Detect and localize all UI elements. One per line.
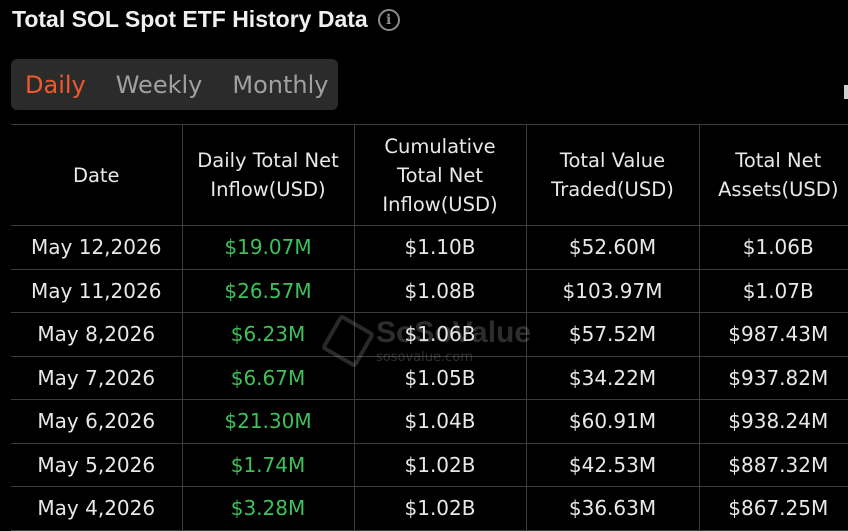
cell-value-traded: $103.97M	[526, 269, 700, 313]
column-header-value-traded[interactable]: Total Value Traded(USD)	[526, 124, 700, 226]
cell-date: May 5,2026	[11, 443, 183, 487]
cell-daily-inflow: $6.67M	[182, 356, 355, 400]
cell-date: May 7,2026	[11, 356, 183, 400]
column-header-net-assets[interactable]: Total Net Assets(USD)	[699, 124, 848, 226]
column-header-date[interactable]: Date	[11, 124, 183, 226]
cell-date: May 12,2026	[11, 225, 183, 270]
cell-daily-inflow: $21.30M	[182, 399, 355, 444]
column-header-cumulative-inflow[interactable]: Cumulative Total Net Inflow(USD)	[354, 124, 527, 226]
cell-net-assets: $938.24M	[699, 399, 848, 444]
cell-value-traded: $42.53M	[526, 443, 700, 487]
cell-cumulative-inflow: $1.02B	[354, 486, 527, 531]
cell-cumulative-inflow: $1.02B	[354, 443, 527, 487]
cell-value-traded: $60.91M	[526, 399, 700, 444]
column-header-net-assets-label: Total Net Assets(USD)	[718, 149, 839, 201]
table-row: May 6,2026 $21.30M $1.04B $60.91M $938.24M	[11, 399, 848, 444]
table-row: May 11,2026 $26.57M $1.08B $103.97M $1.07B	[11, 269, 848, 313]
period-tabs: Daily Weekly Monthly	[11, 59, 338, 110]
table-row: May 7,2026 $6.67M $1.05B $34.22M $937.82M	[11, 356, 848, 400]
cell-value-traded: $36.63M	[526, 486, 700, 531]
table-row: May 8,2026 $6.23M $1.06B $57.52M $987.43M	[11, 312, 848, 357]
page-title: Total SOL Spot ETF History Data	[12, 6, 368, 32]
cell-net-assets: $867.25M	[699, 486, 848, 531]
cell-date: May 8,2026	[11, 312, 183, 357]
cell-daily-inflow: $26.57M	[182, 269, 355, 313]
tab-monthly[interactable]: Monthly	[232, 70, 329, 99]
cell-date: May 6,2026	[11, 399, 183, 444]
cell-cumulative-inflow: $1.06B	[354, 312, 527, 357]
etf-history-table: Date Daily Total Net Inflow(USD) Cumulat…	[11, 124, 848, 531]
cell-net-assets: $1.06B	[699, 225, 848, 270]
cell-daily-inflow: $3.28M	[182, 486, 355, 531]
cell-cumulative-inflow: $1.05B	[354, 356, 527, 400]
column-header-daily-inflow-label: Daily Total Net Inflow(USD)	[197, 149, 339, 201]
cell-value-traded: $52.60M	[526, 225, 700, 270]
table-row: May 4,2026 $3.28M $1.02B $36.63M $867.25M	[11, 486, 848, 531]
cell-daily-inflow: $6.23M	[182, 312, 355, 357]
cell-value-traded: $57.52M	[526, 312, 700, 357]
cell-net-assets: $1.07B	[699, 269, 848, 313]
cell-daily-inflow: $19.07M	[182, 225, 355, 270]
info-icon[interactable]: i	[377, 8, 400, 31]
cell-net-assets: $887.32M	[699, 443, 848, 487]
cell-cumulative-inflow: $1.08B	[354, 269, 527, 313]
title-row: Total SOL Spot ETF History Data i	[12, 6, 400, 33]
table-row: May 12,2026 $19.07M $1.10B $52.60M $1.06B	[11, 225, 848, 270]
column-header-value-traded-label: Total Value Traded(USD)	[551, 149, 674, 201]
cell-net-assets: $937.82M	[699, 356, 848, 400]
tab-daily[interactable]: Daily	[25, 70, 86, 99]
cell-cumulative-inflow: $1.10B	[354, 225, 527, 270]
tab-weekly[interactable]: Weekly	[115, 70, 203, 99]
table-header-row: Date Daily Total Net Inflow(USD) Cumulat…	[11, 124, 848, 226]
scroll-edge-marker	[844, 85, 848, 99]
cell-cumulative-inflow: $1.04B	[354, 399, 527, 444]
column-header-daily-inflow[interactable]: Daily Total Net Inflow(USD)	[182, 124, 355, 226]
cell-daily-inflow: $1.74M	[182, 443, 355, 487]
cell-date: May 4,2026	[11, 486, 183, 531]
cell-value-traded: $34.22M	[526, 356, 700, 400]
column-header-cumulative-inflow-label: Cumulative Total Net Inflow(USD)	[382, 134, 498, 216]
table-row: May 5,2026 $1.74M $1.02B $42.53M $887.32M	[11, 443, 848, 487]
cell-net-assets: $987.43M	[699, 312, 848, 357]
cell-date: May 11,2026	[11, 269, 183, 313]
